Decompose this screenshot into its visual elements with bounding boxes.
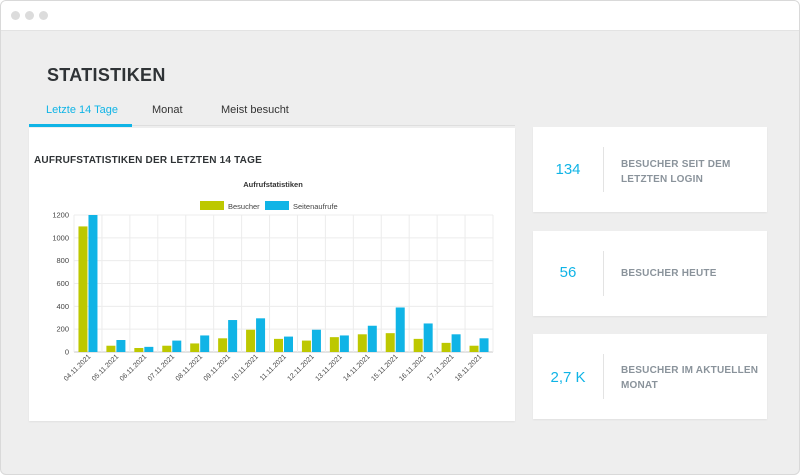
x-tick-label: 07.11.2021 <box>147 353 176 382</box>
bar-seitenaufrufe <box>451 334 461 352</box>
bar-besucher <box>385 333 395 352</box>
x-tick-label: 17.11.2021 <box>426 353 455 382</box>
chart-card-title: AUFRUFSTATISTIKEN DER LETZTEN 14 TAGE <box>34 155 262 166</box>
stat-card-month: 2,7 K BESUCHER IM AKTUELLEN MONAT <box>533 334 767 419</box>
tab-letzte-14-tage[interactable]: Letzte 14 Tage <box>46 104 118 116</box>
stat-divider <box>603 147 604 192</box>
bar-besucher <box>441 342 451 352</box>
bar-besucher <box>162 345 172 352</box>
tab-monat[interactable]: Monat <box>152 104 183 116</box>
bar-seitenaufrufe <box>479 338 489 352</box>
stat-label: BESUCHER HEUTE <box>621 266 717 281</box>
bar-besucher <box>413 338 423 352</box>
x-tick-label: 04.11.2021 <box>63 353 92 382</box>
tab-bar: Letzte 14 Tage Monat Meist besucht <box>29 96 515 128</box>
x-tick-label: 15.11.2021 <box>370 353 399 382</box>
bar-seitenaufrufe <box>395 307 405 352</box>
chart-card: AUFRUFSTATISTIKEN DER LETZTEN 14 TAGE Au… <box>29 128 515 421</box>
y-tick-label: 200 <box>56 325 69 334</box>
bar-seitenaufrufe <box>228 320 238 352</box>
bar-seitenaufrufe <box>256 318 266 352</box>
bar-seitenaufrufe <box>200 335 210 352</box>
bar-besucher <box>357 334 367 352</box>
stat-divider <box>603 354 604 399</box>
bar-seitenaufrufe <box>284 336 293 352</box>
bar-besucher <box>329 337 339 352</box>
x-tick-label: 06.11.2021 <box>119 353 148 382</box>
bar-seitenaufrufe <box>339 335 349 352</box>
x-tick-label: 16.11.2021 <box>398 353 427 382</box>
legend-label-besucher: Besucher <box>228 202 260 211</box>
y-tick-label: 0 <box>65 348 69 357</box>
stat-label-line: LETZTEN LOGIN <box>621 174 704 185</box>
legend-swatch-seitenaufrufe <box>265 201 289 210</box>
x-tick-label: 08.11.2021 <box>175 353 204 382</box>
y-tick-label: 600 <box>56 279 69 288</box>
stat-value: 2,7 K <box>550 369 586 386</box>
bar-besucher <box>469 345 479 352</box>
x-tick-label: 05.11.2021 <box>91 353 120 382</box>
window-close-dot[interactable] <box>11 11 20 20</box>
y-tick-label: 400 <box>56 302 69 311</box>
bar-besucher <box>134 348 144 352</box>
tab-meist-besucht[interactable]: Meist besucht <box>221 104 289 116</box>
x-tick-label: 12.11.2021 <box>286 353 315 382</box>
bar-seitenaufrufe <box>116 340 126 352</box>
x-tick-label: 10.11.2021 <box>231 353 260 382</box>
bar-seitenaufrufe <box>423 323 433 352</box>
chart-title: Aufrufstatistiken <box>243 180 303 189</box>
stat-value: 56 <box>559 264 577 281</box>
legend-swatch-besucher <box>200 201 224 210</box>
x-tick-label: 09.11.2021 <box>203 353 232 382</box>
bar-besucher <box>78 226 88 352</box>
window-minimize-dot[interactable] <box>25 11 34 20</box>
x-tick-label: 18.11.2021 <box>454 353 483 382</box>
tab-divider <box>29 125 515 126</box>
window-maximize-dot[interactable] <box>39 11 48 20</box>
legend-label-seitenaufrufe: Seitenaufrufe <box>293 202 338 211</box>
window-titlebar <box>1 1 799 31</box>
y-tick-label: 800 <box>56 256 69 265</box>
stat-label-line: BESUCHER HEUTE <box>621 268 717 279</box>
bar-besucher <box>274 338 283 352</box>
stat-label-line: BESUCHER SEIT DEM <box>621 159 731 170</box>
bar-seitenaufrufe <box>367 325 377 352</box>
bar-besucher <box>218 338 228 352</box>
bar-besucher <box>106 345 116 352</box>
stat-label-line: MONAT <box>621 380 658 391</box>
stat-label-line: BESUCHER IM AKTUELLEN <box>621 365 759 376</box>
bar-seitenaufrufe <box>311 329 321 352</box>
active-tab-indicator <box>29 124 132 127</box>
bar-besucher <box>301 340 311 352</box>
x-tick-label: 13.11.2021 <box>314 353 343 382</box>
stat-label: BESUCHER IM AKTUELLEN MONAT <box>621 363 758 393</box>
x-tick-label: 11.11.2021 <box>259 353 288 382</box>
bar-seitenaufrufe <box>88 215 98 352</box>
bar-seitenaufrufe <box>172 340 182 352</box>
y-tick-label: 1200 <box>52 211 69 220</box>
stat-divider <box>603 251 604 296</box>
stat-value: 134 <box>555 161 581 178</box>
chart-legend: Besucher Seitenaufrufe <box>200 201 338 211</box>
stat-label: BESUCHER SEIT DEM LETZTEN LOGIN <box>621 157 731 187</box>
y-tick-label: 1000 <box>52 233 69 242</box>
x-tick-label: 14.11.2021 <box>342 353 371 382</box>
bar-besucher <box>190 343 200 352</box>
page-title: STATISTIKEN <box>47 65 166 85</box>
stat-card-today: 56 BESUCHER HEUTE <box>533 231 767 316</box>
bar-seitenaufrufe <box>144 346 154 352</box>
bar-besucher <box>246 329 256 352</box>
visits-chart: Aufrufstatistiken Besucher Seitenaufrufe… <box>52 180 494 383</box>
stat-card-since-login: 134 BESUCHER SEIT DEM LETZTEN LOGIN <box>533 127 767 212</box>
